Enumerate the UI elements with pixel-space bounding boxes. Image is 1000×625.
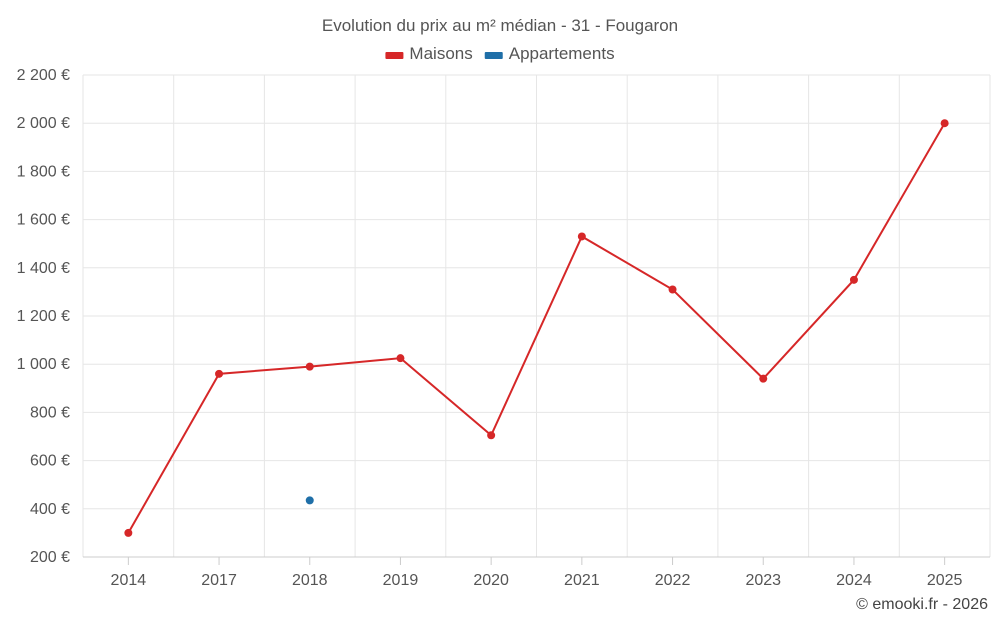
data-point[interactable] — [940, 119, 949, 128]
credit-text: © emooki.fr - 2026 — [856, 596, 988, 613]
y-tick-label: 1 000 € — [17, 356, 70, 373]
data-point[interactable] — [124, 528, 133, 537]
x-axis: 2014 2017 2018 2019 2020 2021 2022 2023 2024 2025 — [83, 556, 990, 589]
legend-item-appartements[interactable]: Appartements — [484, 44, 615, 63]
y-tick-label: 600 € — [30, 453, 70, 470]
legend-label: Appartements — [509, 44, 615, 63]
x-tick-label: 2021 — [564, 572, 600, 589]
data-point[interactable] — [668, 285, 677, 294]
y-tick-label: 2 200 € — [17, 67, 70, 84]
x-tick-label: 2024 — [836, 572, 872, 589]
x-tick-label: 2018 — [292, 572, 328, 589]
data-point[interactable] — [849, 275, 858, 284]
series-maisons — [124, 119, 949, 537]
data-point[interactable] — [305, 362, 314, 371]
data-point[interactable] — [759, 374, 768, 383]
x-tick-label: 2017 — [201, 572, 237, 589]
data-point[interactable] — [577, 232, 586, 241]
y-tick-label: 800 € — [30, 404, 70, 421]
series-line — [127, 122, 946, 534]
x-tick-label: 2023 — [745, 572, 781, 589]
y-tick-label: 2 000 € — [17, 115, 70, 132]
legend: Maisons Appartements — [385, 44, 615, 63]
x-tick-label: 2025 — [927, 572, 963, 589]
series-layer — [124, 119, 949, 537]
data-point[interactable] — [487, 431, 496, 440]
legend-swatch — [385, 52, 404, 59]
x-tick-label: 2020 — [473, 572, 509, 589]
y-axis: 200 € 400 € 600 € 800 € 1 000 € 1 200 € 1 400 … — [17, 67, 70, 566]
y-tick-label: 1 800 € — [17, 163, 70, 180]
y-tick-label: 1 600 € — [17, 212, 70, 229]
x-tick-label: 2014 — [111, 572, 147, 589]
grid — [82, 74, 991, 558]
legend-swatch — [484, 52, 503, 59]
y-tick-label: 400 € — [30, 501, 70, 518]
y-tick-label: 200 € — [30, 549, 70, 566]
series-appartements — [305, 496, 314, 505]
data-point[interactable] — [305, 496, 314, 505]
x-tick-label: 2022 — [655, 572, 691, 589]
chart-title: Evolution du prix au m² médian - 31 - Fo… — [322, 16, 678, 35]
legend-item-maisons[interactable]: Maisons — [385, 44, 473, 63]
legend-label: Maisons — [409, 44, 472, 63]
x-tick-label: 2019 — [383, 572, 419, 589]
y-tick-label: 1 400 € — [17, 260, 70, 277]
y-tick-label: 1 200 € — [17, 308, 70, 325]
data-point[interactable] — [215, 369, 224, 378]
data-point[interactable] — [396, 354, 405, 363]
